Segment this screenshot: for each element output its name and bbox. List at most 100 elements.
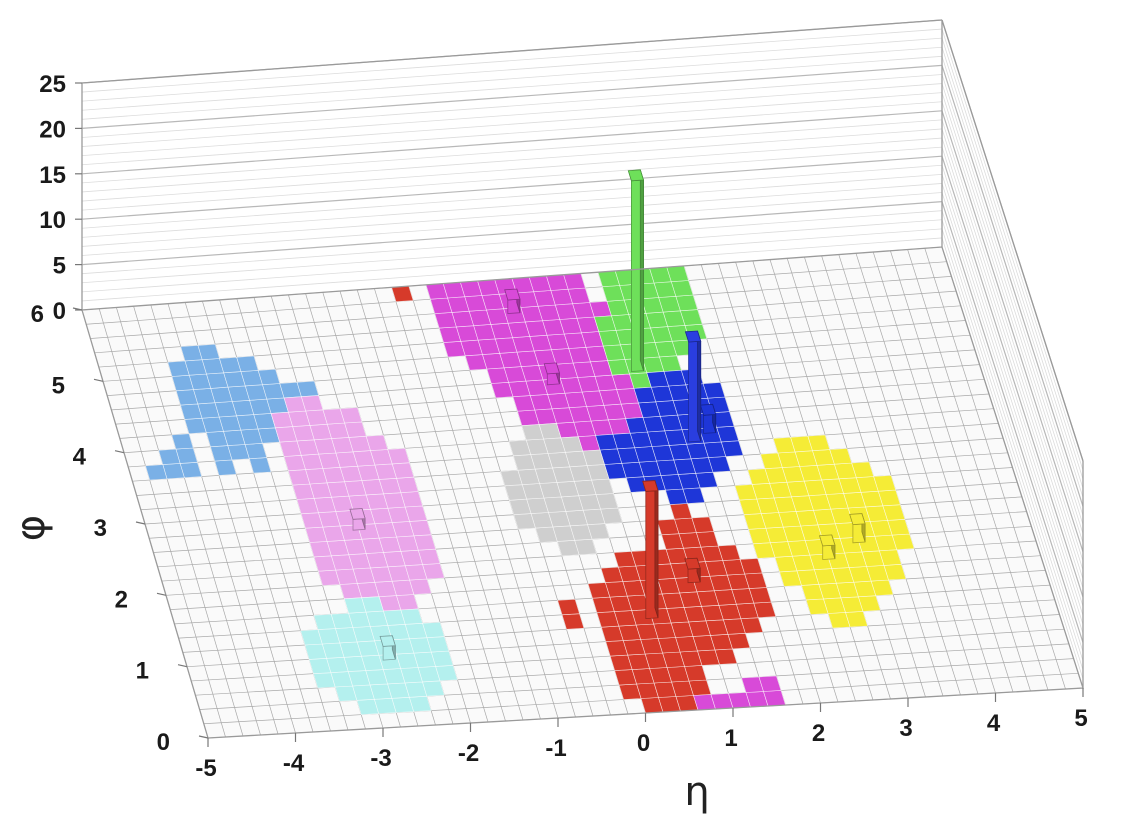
cell — [365, 434, 389, 451]
wall-gridline — [941, 146, 1084, 589]
phi-tick-label: 3 — [94, 515, 107, 542]
wall-gridline — [941, 128, 1084, 571]
wall-gridline — [941, 83, 1084, 525]
eta-tick-label: -3 — [370, 745, 391, 772]
y-axis-label: φ — [8, 515, 54, 541]
wall-gridline — [81, 83, 943, 147]
cell — [158, 448, 181, 465]
wall-gridline — [941, 38, 1084, 480]
wall-gridline — [81, 46, 943, 111]
cell — [236, 355, 259, 372]
wall-gridline — [81, 137, 943, 202]
phi-tick — [93, 378, 104, 382]
wall-gridline — [81, 237, 943, 302]
cell — [145, 464, 168, 481]
wall-gridline — [941, 156, 1084, 598]
tower-top — [818, 534, 836, 547]
phi-tick-label: 6 — [31, 301, 44, 328]
wall-gridline — [941, 237, 1084, 680]
phi-tick-label: 0 — [157, 729, 170, 756]
cell — [400, 608, 423, 625]
tower — [543, 362, 560, 386]
phi-tick-label: 2 — [115, 586, 128, 613]
phi-tick-label: 1 — [136, 658, 149, 685]
tower-side — [697, 330, 702, 442]
eta-tick-label: -2 — [458, 740, 479, 767]
z-tick-labels: 0 5 10 15 20 25 — [39, 71, 82, 325]
eta-tick-label: 3 — [899, 715, 912, 742]
wall-gridline — [81, 110, 943, 175]
back-walls — [81, 19, 1084, 688]
cluster — [500, 422, 623, 557]
tower-side — [639, 169, 644, 371]
phi-tick — [114, 450, 125, 454]
cell — [257, 368, 281, 386]
eta-tick-label: 4 — [987, 710, 1001, 737]
energy-towers — [349, 169, 866, 661]
cell — [339, 407, 363, 424]
tower — [818, 534, 836, 560]
phi-tick — [135, 521, 146, 525]
back-wall — [82, 20, 942, 310]
eta-tick-label: -5 — [195, 755, 216, 782]
wall-gridline — [941, 165, 1084, 607]
wall-gridline — [81, 128, 943, 193]
wall-gridline — [81, 173, 943, 238]
wall-gridline — [941, 219, 1084, 661]
eta-tick-label: 1 — [724, 725, 737, 752]
tower-top — [543, 362, 560, 375]
cell — [829, 448, 853, 465]
tower-top — [504, 288, 521, 301]
wall-gridline — [941, 119, 1084, 562]
wall-gridline — [941, 174, 1084, 616]
wall-gridline — [81, 210, 943, 275]
cell — [557, 598, 580, 616]
wall-gridline — [941, 101, 1084, 543]
wall-gridline — [81, 146, 943, 211]
tower — [627, 169, 645, 372]
wall-gridline — [81, 101, 943, 166]
side-wall — [942, 20, 1083, 688]
tower-top — [849, 513, 866, 526]
cell — [873, 475, 897, 492]
wall-gridline — [941, 65, 1084, 507]
cell — [361, 596, 384, 613]
tower-top — [699, 403, 717, 416]
wall-gridline — [81, 228, 943, 293]
cell — [717, 544, 741, 561]
cell — [560, 436, 584, 453]
cell — [422, 621, 445, 639]
wall-gridline — [941, 47, 1084, 489]
cell — [214, 459, 237, 476]
cell — [758, 675, 782, 692]
wall-gridline — [941, 56, 1084, 498]
wall-gridline — [941, 183, 1084, 625]
tower — [684, 557, 701, 584]
top-side-edge — [941, 19, 1084, 462]
cell — [171, 433, 194, 450]
wall-gridline — [941, 228, 1084, 670]
cell — [691, 516, 715, 533]
tower — [349, 508, 366, 531]
cell — [197, 343, 220, 361]
cluster — [425, 273, 786, 711]
wall-gridline — [81, 37, 943, 102]
wall-gridline — [81, 201, 943, 266]
z-tick-label: 10 — [39, 207, 66, 234]
wall-gridline — [941, 74, 1084, 516]
wall-gridline — [941, 201, 1084, 643]
cell — [301, 395, 324, 412]
top-back-edge — [81, 19, 943, 84]
phi-tick-label: 4 — [73, 444, 87, 471]
tower — [699, 403, 717, 434]
tower-top — [349, 508, 366, 520]
tower — [504, 288, 521, 315]
z-tick-label: 25 — [39, 71, 66, 98]
wall-gridline — [941, 210, 1084, 652]
wall-gridline — [941, 28, 1084, 471]
phi-tick — [198, 735, 209, 739]
tower-top — [627, 169, 645, 182]
eta-tick-label: 0 — [637, 730, 650, 757]
wall-gridline — [81, 219, 943, 284]
